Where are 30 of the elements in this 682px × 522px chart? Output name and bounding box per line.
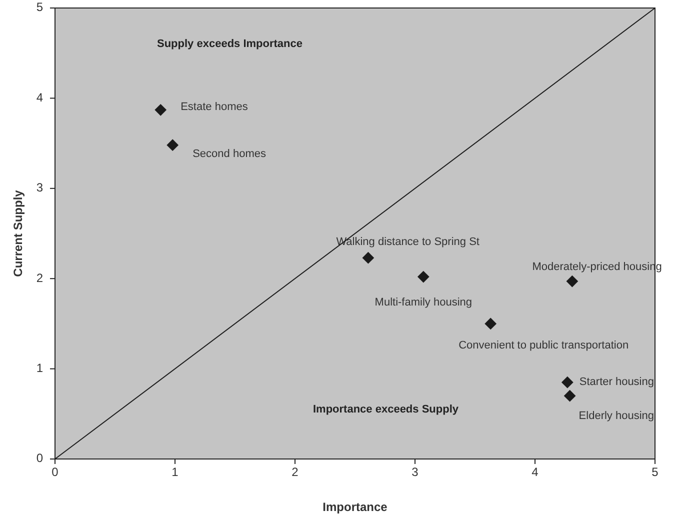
x-axis-title: Importance xyxy=(322,500,388,514)
point xyxy=(566,275,578,288)
point xyxy=(154,104,167,116)
annotation: Supply exceeds Importance xyxy=(157,38,302,50)
series-label: Multi-family housing xyxy=(374,296,472,309)
y-axis-title: Current Supply xyxy=(11,190,25,277)
y-tick-label: 5 xyxy=(36,0,44,14)
series-label: Elderly housing xyxy=(578,410,654,422)
annotation: Importance exceeds Supply xyxy=(313,403,460,416)
y-tick-label: 3 xyxy=(36,180,44,195)
y-tick-label: 0 xyxy=(36,451,44,466)
series-label: Second homes xyxy=(192,148,266,160)
x-tick-label: 3 xyxy=(412,465,419,479)
x-tick-label: 4 xyxy=(532,465,539,479)
y-tick-label: 1 xyxy=(36,360,44,375)
point xyxy=(362,252,374,264)
series-label: Estate homes xyxy=(180,100,248,113)
series-label: Starter housing xyxy=(579,376,654,388)
point xyxy=(484,318,497,330)
y-tick-label: 2 xyxy=(36,270,44,285)
point xyxy=(417,270,430,283)
text: Convenient to public transportation xyxy=(458,340,629,352)
point xyxy=(564,390,576,402)
x-tick-label: 1 xyxy=(172,465,179,479)
x-tick-label: 2 xyxy=(292,465,299,479)
point xyxy=(166,139,179,152)
y-tick-label: 4 xyxy=(36,90,44,104)
x-tick-label: 5 xyxy=(652,465,659,479)
x-tick-label: 0 xyxy=(52,465,59,479)
point xyxy=(561,376,574,388)
